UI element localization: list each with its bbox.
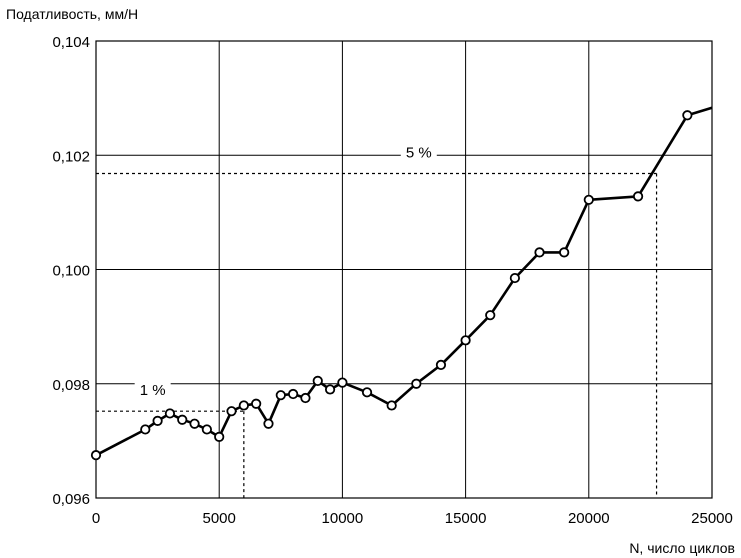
data-point bbox=[201, 424, 212, 435]
data-point bbox=[583, 194, 594, 205]
data-point bbox=[559, 247, 570, 258]
x-tick-label: 5000 bbox=[203, 510, 236, 527]
x-tick-label: 20000 bbox=[568, 510, 610, 527]
data-point bbox=[460, 335, 471, 346]
data-point bbox=[251, 398, 262, 409]
data-point bbox=[263, 418, 274, 429]
data-point bbox=[300, 392, 311, 404]
data-point bbox=[90, 450, 102, 461]
y-tick-label: 0,096 bbox=[52, 491, 90, 508]
data-point bbox=[226, 406, 237, 417]
data-point bbox=[632, 191, 644, 202]
data-point bbox=[337, 377, 348, 388]
annotation-label-bg bbox=[400, 142, 437, 161]
data-point bbox=[435, 359, 447, 370]
data-point bbox=[386, 400, 397, 411]
data-point bbox=[152, 415, 163, 426]
data-point bbox=[411, 378, 422, 389]
data-point bbox=[214, 431, 225, 442]
y-axis-title: Податливость, мм/Н bbox=[6, 6, 138, 22]
data-point bbox=[238, 400, 249, 411]
x-tick-label: 10000 bbox=[322, 510, 364, 527]
data-point bbox=[361, 387, 373, 398]
y-tick-label: 0,104 bbox=[52, 34, 90, 51]
y-tick-label: 0,102 bbox=[52, 148, 90, 165]
data-point bbox=[164, 408, 176, 419]
annotation-lines bbox=[96, 172, 658, 498]
data-point bbox=[534, 247, 545, 258]
x-axis-title: N, число циклов bbox=[629, 540, 735, 556]
tick-labels: 0 5000 10000 15000 20000 25000 0,096 0,098 0,100… bbox=[52, 34, 732, 527]
annotation-label-bg bbox=[134, 380, 171, 399]
data-point bbox=[682, 110, 693, 121]
data-point bbox=[509, 272, 520, 284]
x-tick-label: 0 bbox=[92, 510, 100, 527]
annotation-label: 1 % bbox=[140, 382, 166, 399]
annotation-labels: 1 % 5 % bbox=[134, 142, 437, 399]
data-point bbox=[312, 375, 323, 386]
data-point bbox=[288, 388, 299, 400]
data-point bbox=[189, 418, 200, 429]
data-point bbox=[140, 424, 151, 435]
plot-frame bbox=[95, 40, 713, 499]
x-tick-label: 25000 bbox=[691, 510, 733, 527]
series bbox=[90, 106, 713, 461]
annotation-label: 5 % bbox=[406, 145, 432, 162]
data-point bbox=[177, 414, 188, 425]
y-tick-label: 0,098 bbox=[52, 377, 90, 394]
data-point bbox=[275, 390, 286, 401]
grid bbox=[95, 40, 713, 499]
y-tick-label: 0,100 bbox=[52, 263, 90, 280]
data-point bbox=[324, 384, 336, 395]
data-point bbox=[485, 310, 496, 321]
x-tick-label: 15000 bbox=[445, 510, 487, 527]
